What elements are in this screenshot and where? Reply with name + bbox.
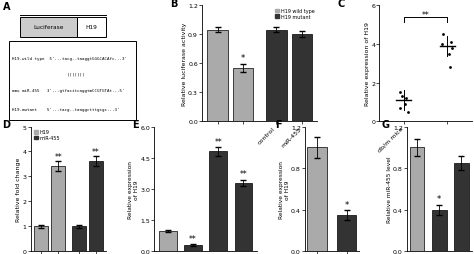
Text: **: ** [239, 170, 247, 179]
Y-axis label: Relative fold change: Relative fold change [16, 157, 21, 221]
Bar [34, 227, 48, 251]
Bar [184, 245, 202, 251]
Y-axis label: Relative expression
of H19: Relative expression of H19 [279, 161, 290, 218]
Y-axis label: Relative miR-455 level: Relative miR-455 level [386, 156, 392, 223]
Bar [307, 148, 327, 251]
Text: **: ** [422, 11, 429, 20]
Point [402, 97, 410, 101]
Point [447, 41, 455, 45]
Text: C: C [338, 0, 345, 9]
Point [438, 43, 446, 47]
Text: **: ** [92, 147, 100, 156]
Text: |||||||: ||||||| [12, 73, 84, 76]
Text: E: E [132, 120, 138, 130]
Text: Luciferase: Luciferase [34, 25, 64, 30]
Bar [337, 215, 356, 251]
Bar [159, 231, 177, 251]
Text: H19: H19 [86, 25, 98, 30]
Point [401, 103, 409, 107]
Text: *: * [241, 54, 245, 63]
Bar [432, 210, 447, 251]
Text: H19-mutant    5'...tacg--taaggctttgcgc...3': H19-mutant 5'...tacg--taaggctttgcgc...3' [12, 107, 119, 111]
Point [445, 53, 452, 57]
Point [396, 91, 404, 95]
Text: *: * [437, 195, 441, 204]
Text: B: B [170, 0, 177, 9]
FancyBboxPatch shape [20, 18, 77, 38]
Bar [89, 162, 103, 251]
Bar [266, 30, 287, 122]
Legend: H19 wild type, H19 mutant: H19 wild type, H19 mutant [275, 9, 315, 20]
Text: D: D [2, 120, 10, 130]
Text: F: F [275, 120, 282, 130]
Text: A: A [3, 2, 10, 12]
Text: **: ** [189, 234, 197, 243]
Text: *: * [345, 200, 349, 209]
Bar [292, 35, 312, 122]
Point [446, 66, 454, 70]
Point [439, 33, 447, 37]
Bar [454, 163, 469, 251]
Bar [207, 30, 228, 122]
FancyBboxPatch shape [77, 18, 106, 38]
Text: H19-wild type  5'...tacg--taaggtGGGCACAfc...3': H19-wild type 5'...tacg--taaggtGGGCACAfc… [12, 56, 127, 60]
Bar [233, 69, 254, 122]
Bar [235, 183, 252, 251]
Text: mmu miR-455   3'...gtfacitcaggtmCCGTGTAt...5': mmu miR-455 3'...gtfacitcaggtmCCGTGTAt..… [12, 89, 125, 93]
Bar [210, 152, 227, 251]
Text: **: ** [214, 138, 222, 147]
Y-axis label: Relative expression of H19: Relative expression of H19 [365, 22, 370, 106]
Bar [51, 167, 65, 251]
Point [399, 95, 406, 99]
Y-axis label: Relative expression
of H19: Relative expression of H19 [128, 161, 139, 218]
Bar [410, 148, 424, 251]
Text: **: ** [55, 152, 62, 161]
FancyBboxPatch shape [9, 42, 136, 121]
Point [404, 110, 412, 114]
Point [396, 106, 404, 110]
Bar [72, 227, 86, 251]
Y-axis label: Relative luciferase activity: Relative luciferase activity [182, 23, 187, 106]
Legend: H19, miR-455: H19, miR-455 [33, 130, 60, 141]
Point [448, 47, 456, 51]
Text: G: G [381, 120, 389, 130]
